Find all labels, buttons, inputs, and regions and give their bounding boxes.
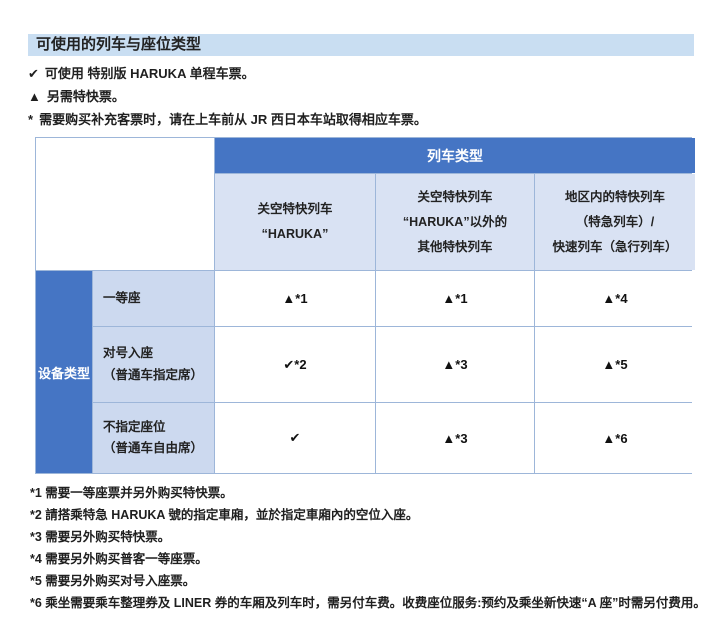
supplement-note-text: 需要购买补充客票时，请在上车前从 JR 西日本车站取得相应车票。 bbox=[39, 112, 427, 127]
cell-non-reserved-regional: ▲*6 bbox=[535, 403, 695, 473]
row-label-first-class: 一等座 bbox=[93, 271, 214, 326]
footnote-4: *4 需要另外购买普客一等座票。 bbox=[30, 552, 208, 566]
cell-reserved-regional: ▲*5 bbox=[535, 327, 695, 402]
corner-cell bbox=[36, 138, 214, 270]
footnote-1: *1 需要一等座票并另外购买特快票。 bbox=[30, 486, 233, 500]
cell-non-reserved-haruka: ✔ bbox=[215, 403, 375, 473]
column-group-header: 列车类型 bbox=[215, 138, 695, 173]
column-header-other-express: 关空特快列车 “HARUKA”以外的 其他特快列车 bbox=[376, 174, 534, 270]
train-seat-type-table: 列车类型 关空特快列车 “HARUKA” 关空特快列车 “HARUKA”以外的 … bbox=[35, 137, 695, 474]
legend-usable-text: 可使用 特别版 HARUKA 单程车票。 bbox=[44, 66, 255, 81]
asterisk-icon: * bbox=[28, 112, 34, 127]
legend-express-ticket: ▲ 另需特快票。 bbox=[28, 85, 694, 108]
row-group-header: 设备类型 bbox=[36, 271, 92, 473]
legend-usable: ✔ 可使用 特别版 HARUKA 单程车票。 bbox=[28, 62, 694, 85]
cell-first-class-haruka: ▲*1 bbox=[215, 271, 375, 326]
footnote-3: *3 需要另外购买特快票。 bbox=[30, 530, 171, 544]
column-header-haruka: 关空特快列车 “HARUKA” bbox=[215, 174, 375, 270]
legend-express-ticket-text: 另需特快票。 bbox=[46, 89, 125, 104]
row-label-reserved: 对号入座 （普通车指定席） bbox=[93, 327, 214, 402]
footnotes: *1 需要一等座票并另外购买特快票。 *2 請搭乘特急 HARUKA 號的指定車… bbox=[30, 482, 706, 614]
cell-non-reserved-other: ▲*3 bbox=[376, 403, 534, 473]
footnote-5: *5 需要另外购买对号入座票。 bbox=[30, 574, 196, 588]
cell-reserved-haruka: ✔*2 bbox=[215, 327, 375, 402]
page-title: 可使用的列车与座位类型 bbox=[28, 34, 694, 56]
cell-first-class-other: ▲*1 bbox=[376, 271, 534, 326]
column-header-regional: 地区内的特快列车 （特急列车）/ 快速列车（急行列车） bbox=[535, 174, 695, 270]
legend-notes: ✔ 可使用 特别版 HARUKA 单程车票。 ▲ 另需特快票。 * 需要购买补充客票时… bbox=[28, 62, 694, 131]
footnote-2: *2 請搭乘特急 HARUKA 號的指定車廂，並於指定車廂內的空位入座。 bbox=[30, 508, 419, 522]
cell-reserved-other: ▲*3 bbox=[376, 327, 534, 402]
footnote-6: *6 乘坐需要乘车整理券及 LINER 券的车厢及列车时，需另付车费。收费座位服… bbox=[30, 596, 706, 610]
triangle-icon: ▲ bbox=[28, 89, 41, 104]
row-label-non-reserved: 不指定座位 （普通车自由席） bbox=[93, 403, 214, 473]
check-icon: ✔ bbox=[28, 66, 39, 81]
supplement-note: * 需要购买补充客票时，请在上车前从 JR 西日本车站取得相应车票。 bbox=[28, 108, 694, 131]
cell-first-class-regional: ▲*4 bbox=[535, 271, 695, 326]
